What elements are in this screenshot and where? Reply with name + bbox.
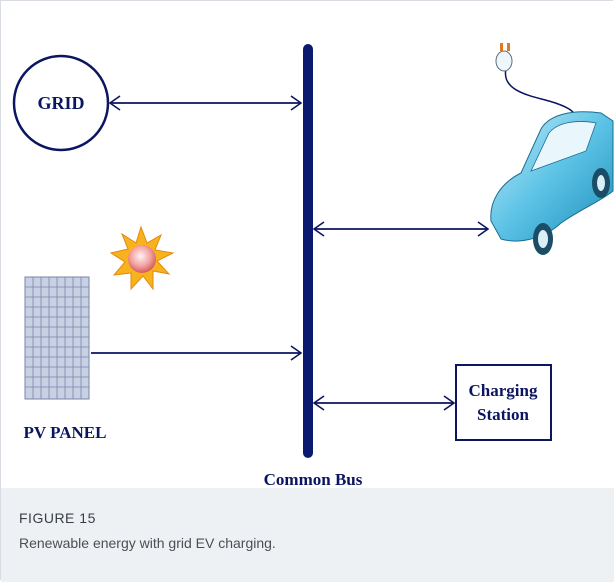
bus-label: Common Bus bbox=[264, 470, 363, 488]
grid-label: GRID bbox=[37, 93, 84, 113]
caption-label: FIGURE 15 bbox=[19, 510, 96, 526]
figure: GRID Common Bus PV PANEL Charging Statio… bbox=[0, 0, 613, 580]
caption-text: Renewable energy with grid EV charging. bbox=[19, 535, 276, 551]
charging-station-node bbox=[456, 365, 551, 440]
charging-station-label: Station bbox=[477, 405, 530, 424]
pv-panel-icon bbox=[25, 277, 89, 399]
diagram: GRID Common Bus PV PANEL Charging Statio… bbox=[1, 1, 614, 488]
ev-car-icon bbox=[491, 43, 613, 255]
sun-icon bbox=[111, 227, 173, 289]
caption: FIGURE 15 Renewable energy with grid EV … bbox=[1, 488, 614, 582]
charging-station-label: Charging bbox=[469, 381, 538, 400]
pv-panel-label: PV PANEL bbox=[24, 423, 107, 442]
